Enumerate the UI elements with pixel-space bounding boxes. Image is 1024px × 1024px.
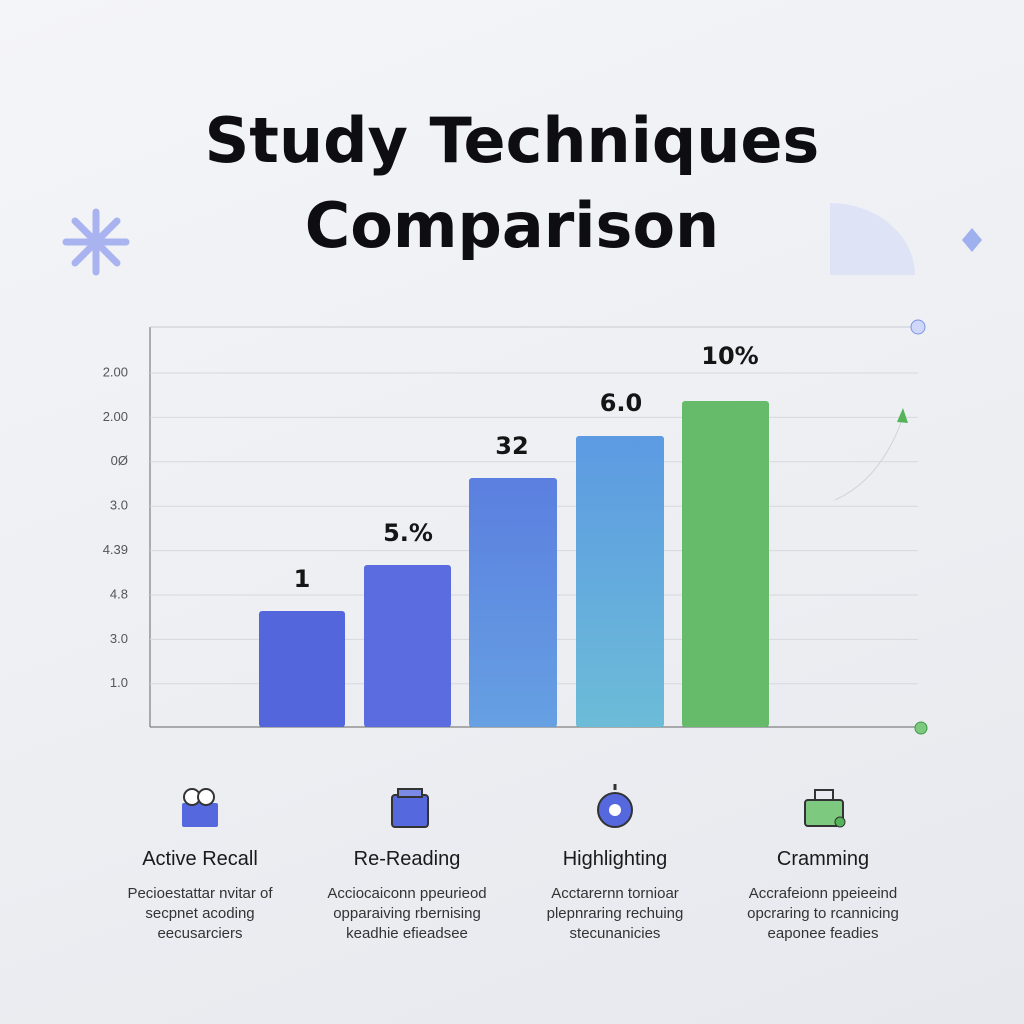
- bar: [576, 436, 664, 727]
- bar-label: 6.0: [600, 389, 643, 417]
- axis-label: 2.00: [103, 409, 128, 424]
- icon: [804, 789, 846, 828]
- axis-label: 2.00: [103, 364, 128, 379]
- cards: Active Recall Pecioestattar nvitar of secp…: [127, 848, 898, 942]
- sparkle-deco: [62, 208, 130, 276]
- axis-label: 0Ø: [111, 453, 128, 468]
- bar: [259, 611, 345, 727]
- bar-label: 32: [495, 432, 528, 460]
- diamond-deco: [962, 228, 982, 252]
- card-text: Acctarernn tornioar: [551, 885, 679, 902]
- axis-label: 3.0: [110, 631, 128, 646]
- card-text: opparaiving rbernising: [333, 905, 481, 922]
- trend-deco: [834, 419, 903, 501]
- card-text: secpnet acoding: [145, 905, 254, 922]
- card-text: plepnraring rechuing: [547, 905, 684, 922]
- bar: [682, 401, 769, 727]
- card-text: Acciocaiconn ppeurieod: [327, 885, 486, 902]
- corner-dot: [914, 721, 928, 735]
- card-text: eecusarciers: [157, 925, 242, 942]
- card-text: Accrafeionn ppeieeind: [749, 885, 897, 902]
- card-text: stecunanicies: [570, 925, 661, 942]
- title-line: Comparison: [305, 189, 719, 262]
- axis-label: 3.0: [110, 498, 128, 513]
- bar: [364, 565, 451, 727]
- title-line: Study Techniques: [205, 104, 820, 177]
- axis-label: 4.39: [103, 542, 128, 557]
- corner-dot: [910, 319, 926, 335]
- icon: [391, 788, 429, 828]
- icon: [182, 788, 218, 827]
- card-text: opcraring to rcannicing: [747, 905, 899, 922]
- bar-labels: 1 5.% 32 6.0 10%: [294, 342, 759, 593]
- axis-label: 1.0: [110, 675, 128, 690]
- card-title: Highlighting: [563, 848, 668, 870]
- axis-label: 4.8: [110, 586, 128, 601]
- half-circle-deco: [830, 203, 915, 275]
- card-text: Pecioestattar nvitar of: [127, 885, 273, 902]
- bar: [469, 478, 557, 727]
- bar-label: 5.%: [383, 519, 433, 547]
- bars: [259, 401, 769, 727]
- card-title: Re-Reading: [354, 848, 461, 870]
- card-text: keadhie efieadsee: [346, 925, 468, 942]
- card-title: Cramming: [777, 848, 869, 870]
- card-title: Active Recall: [142, 848, 258, 870]
- bar-label: 10%: [701, 342, 758, 370]
- card-text: eaponee feadies: [768, 925, 879, 942]
- arrow-deco: [897, 408, 908, 423]
- icon: [597, 784, 633, 828]
- bar-label: 1: [294, 565, 311, 593]
